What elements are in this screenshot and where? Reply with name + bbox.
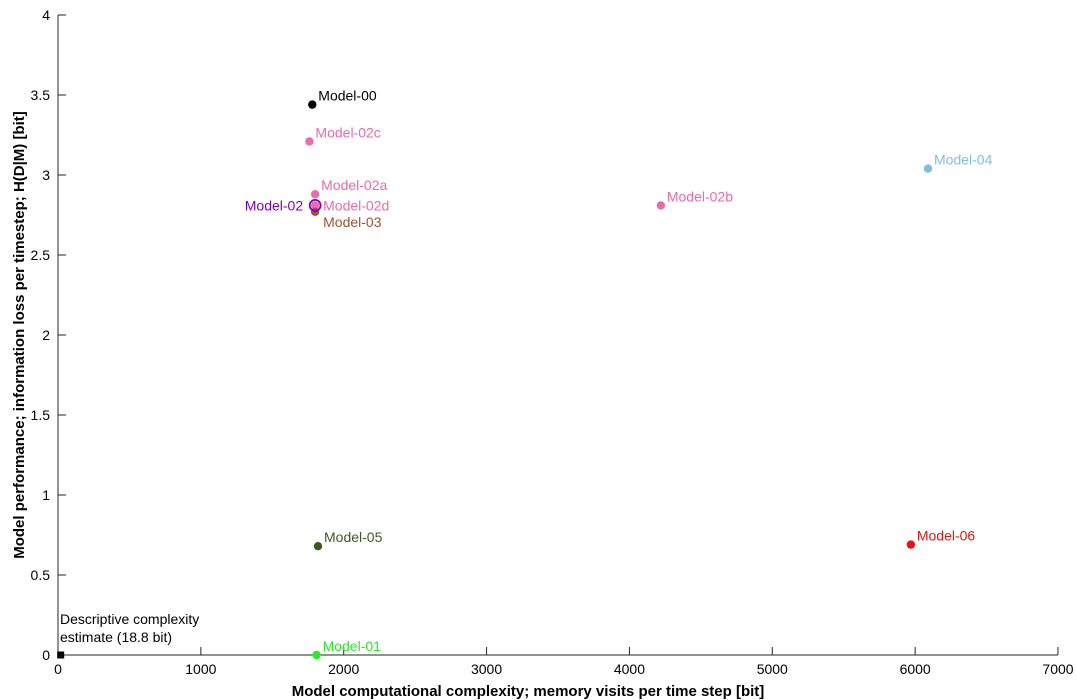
y-tick-label: 1 xyxy=(42,487,50,503)
x-tick-label: 5000 xyxy=(757,661,788,677)
label-model-01: Model-01 xyxy=(323,638,382,654)
label-model-00: Model-00 xyxy=(318,88,377,104)
y-tick-label: 3 xyxy=(42,167,50,183)
y-tick-label: 0.5 xyxy=(31,567,51,583)
point-model-02a xyxy=(310,190,320,199)
label-model-02b: Model-02b xyxy=(667,188,733,204)
y-axis-title: Model performance; information loss per … xyxy=(11,111,28,559)
y-tick-label: 1.5 xyxy=(31,407,51,423)
data-points xyxy=(57,100,933,660)
x-tick-label: 2000 xyxy=(328,661,359,677)
x-tick-label: 3000 xyxy=(471,661,502,677)
label-model-05: Model-05 xyxy=(324,529,383,545)
point-model-02d xyxy=(310,201,320,210)
descriptive-complexity-marker xyxy=(57,651,65,659)
point-labels: Model-00Model-02cModel-02aModel-02dModel… xyxy=(60,88,993,654)
point-model-06 xyxy=(906,540,916,549)
label-model-02c: Model-02c xyxy=(315,124,380,140)
point-model-02c xyxy=(305,137,314,146)
axes: 0 1000 2000 3000 4000 5000 6000 7000 0 0.5 1 1.5 2 2.… xyxy=(31,7,1074,677)
point-model-02b xyxy=(656,201,666,210)
descriptive-complexity-label-line: Descriptive complexity xyxy=(60,611,199,627)
y-tick-label: 3.5 xyxy=(31,87,51,103)
label-model-04: Model-04 xyxy=(934,152,993,168)
point-model-05 xyxy=(313,542,323,551)
label-model-03: Model-03 xyxy=(323,214,382,230)
x-tick-label: 6000 xyxy=(900,661,931,677)
label-model-02a: Model-02a xyxy=(321,177,387,193)
point-model-00 xyxy=(308,100,317,109)
y-tick-label: 2.5 xyxy=(31,247,51,263)
y-tick-label: 4 xyxy=(42,7,50,23)
y-tick-label: 2 xyxy=(42,327,50,343)
x-tick-label: 1000 xyxy=(185,661,216,677)
label-model-02d: Model-02d xyxy=(323,197,389,213)
x-axis-title: Model computational complexity; memory v… xyxy=(292,683,765,700)
x-tick-label: 0 xyxy=(54,661,62,677)
x-tick-label: 7000 xyxy=(1042,661,1073,677)
x-tick-label: 4000 xyxy=(614,661,645,677)
descriptive-complexity-label-line: estimate (18.8 bit) xyxy=(60,629,172,645)
point-model-03 xyxy=(310,207,320,216)
label-model-06: Model-06 xyxy=(917,528,976,544)
y-tick-label: 0 xyxy=(42,647,50,663)
point-model-01 xyxy=(312,650,321,660)
point-model-02 xyxy=(308,198,322,212)
point-model-04 xyxy=(923,164,933,173)
label-model-02: Model-02 xyxy=(245,197,304,213)
